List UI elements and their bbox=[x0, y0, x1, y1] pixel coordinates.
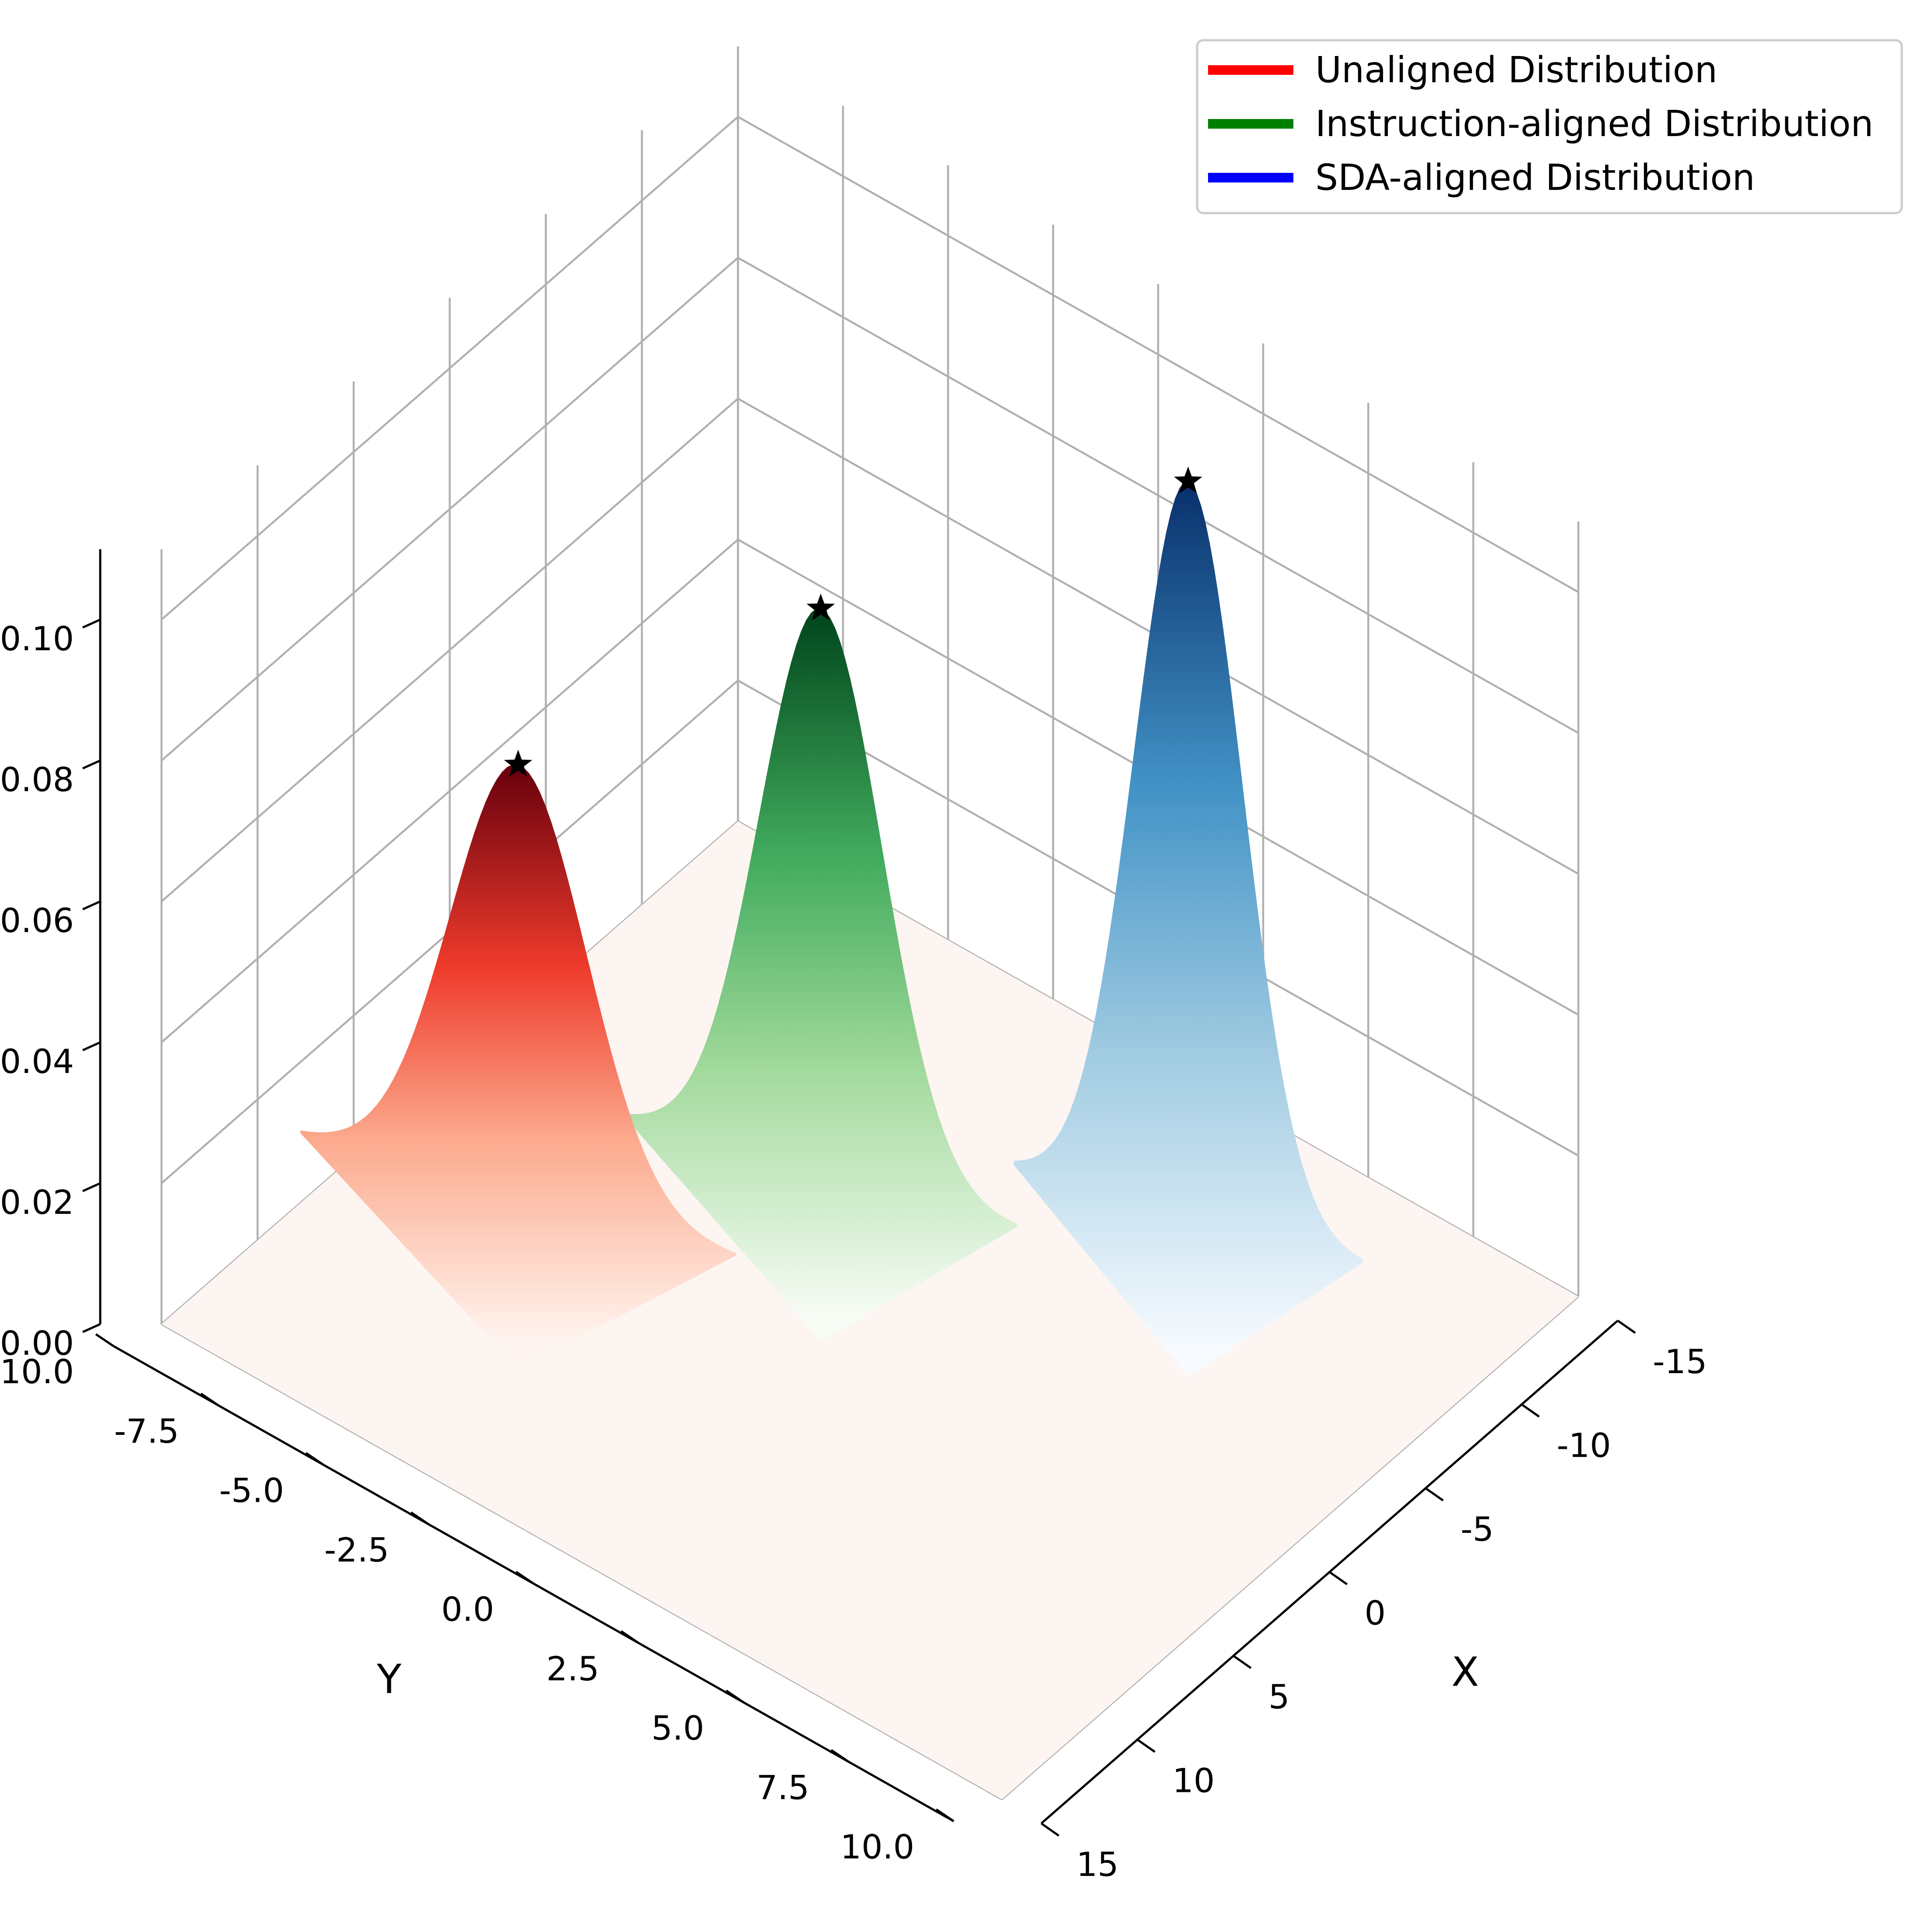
y-tick-label: 10.0 bbox=[840, 1827, 914, 1866]
y-tick bbox=[620, 1630, 639, 1644]
y-axis-label: Y bbox=[376, 1656, 402, 1703]
peak-star-marker bbox=[504, 750, 533, 777]
x-tick-label: -5 bbox=[1461, 1510, 1494, 1549]
y-tick bbox=[95, 1333, 114, 1347]
x-tick-label: -10 bbox=[1557, 1426, 1611, 1465]
x-tick-label: 10 bbox=[1173, 1761, 1215, 1800]
peak-star-marker bbox=[806, 593, 835, 620]
z-tick bbox=[82, 900, 101, 911]
peak-0 bbox=[300, 764, 736, 1370]
x-axis-label: X bbox=[1451, 1649, 1479, 1696]
z-tick-label: 0.08 bbox=[0, 760, 74, 799]
y-tick-label: -10.0 bbox=[0, 1352, 74, 1391]
x-tick bbox=[1137, 1739, 1156, 1753]
legend-label-sda-aligned: SDA-aligned Distribution bbox=[1315, 157, 1755, 199]
legend-label-instruction-aligned: Instruction-aligned Distribution bbox=[1315, 103, 1873, 145]
x-tick-label: -15 bbox=[1653, 1342, 1707, 1381]
y-tick bbox=[200, 1392, 219, 1406]
z-tick bbox=[82, 759, 101, 770]
y-tick-label: 5.0 bbox=[651, 1709, 704, 1748]
y-tick-label: -5.0 bbox=[219, 1471, 284, 1510]
y-tick bbox=[515, 1570, 534, 1585]
y-tick-label: -2.5 bbox=[324, 1530, 389, 1569]
x-tick bbox=[1521, 1403, 1540, 1418]
y-tick bbox=[935, 1808, 955, 1823]
grid-line bbox=[737, 257, 1579, 734]
grid-line bbox=[161, 257, 739, 761]
x-tick bbox=[1617, 1319, 1636, 1334]
grid-line bbox=[161, 116, 739, 620]
x-tick-label: 5 bbox=[1268, 1677, 1289, 1716]
z-tick bbox=[82, 1182, 101, 1192]
peak-1 bbox=[625, 608, 1017, 1341]
peak-star-marker bbox=[1174, 466, 1202, 494]
z-tick bbox=[82, 618, 101, 629]
x-tick bbox=[1425, 1487, 1444, 1502]
z-tick-label: 0.04 bbox=[0, 1042, 74, 1081]
y-tick bbox=[830, 1749, 850, 1763]
y-tick-label: 2.5 bbox=[546, 1649, 599, 1688]
grid-line bbox=[161, 398, 739, 902]
z-tick bbox=[82, 1323, 101, 1333]
peak-2 bbox=[1014, 481, 1363, 1377]
z-tick-label: 0.10 bbox=[0, 619, 74, 658]
legend-frame bbox=[1196, 39, 1903, 214]
tick-layer: -10.0 -7.5 -5.0 -2.5 0.0 2.5 5.0 7.5 10.0 -15 -10 -… bbox=[0, 618, 1707, 1884]
x-tick bbox=[1040, 1822, 1060, 1837]
y-tick bbox=[410, 1511, 429, 1525]
z-tick bbox=[82, 1041, 101, 1052]
y-tick-label: -7.5 bbox=[114, 1412, 179, 1451]
y-tick-label: 0.0 bbox=[441, 1590, 494, 1629]
z-tick-label: 0.02 bbox=[0, 1183, 74, 1222]
x-tick-label: 0 bbox=[1365, 1594, 1386, 1633]
z-tick-label: 0.06 bbox=[0, 901, 74, 940]
surface-layer bbox=[162, 466, 1578, 1799]
grid-line bbox=[161, 539, 739, 1043]
x-tick bbox=[1233, 1655, 1252, 1669]
x-tick-label: 15 bbox=[1076, 1845, 1119, 1884]
grid-line bbox=[737, 116, 1579, 593]
y-tick bbox=[725, 1690, 745, 1704]
legend: Unaligned Distribution Instruction-align… bbox=[1196, 39, 1903, 214]
y-tick-label: 7.5 bbox=[756, 1768, 809, 1807]
legend-label-unaligned: Unaligned Distribution bbox=[1315, 49, 1718, 91]
y-tick bbox=[305, 1452, 324, 1466]
z-tick-label: 0.00 bbox=[0, 1324, 74, 1363]
x-tick bbox=[1329, 1571, 1348, 1585]
